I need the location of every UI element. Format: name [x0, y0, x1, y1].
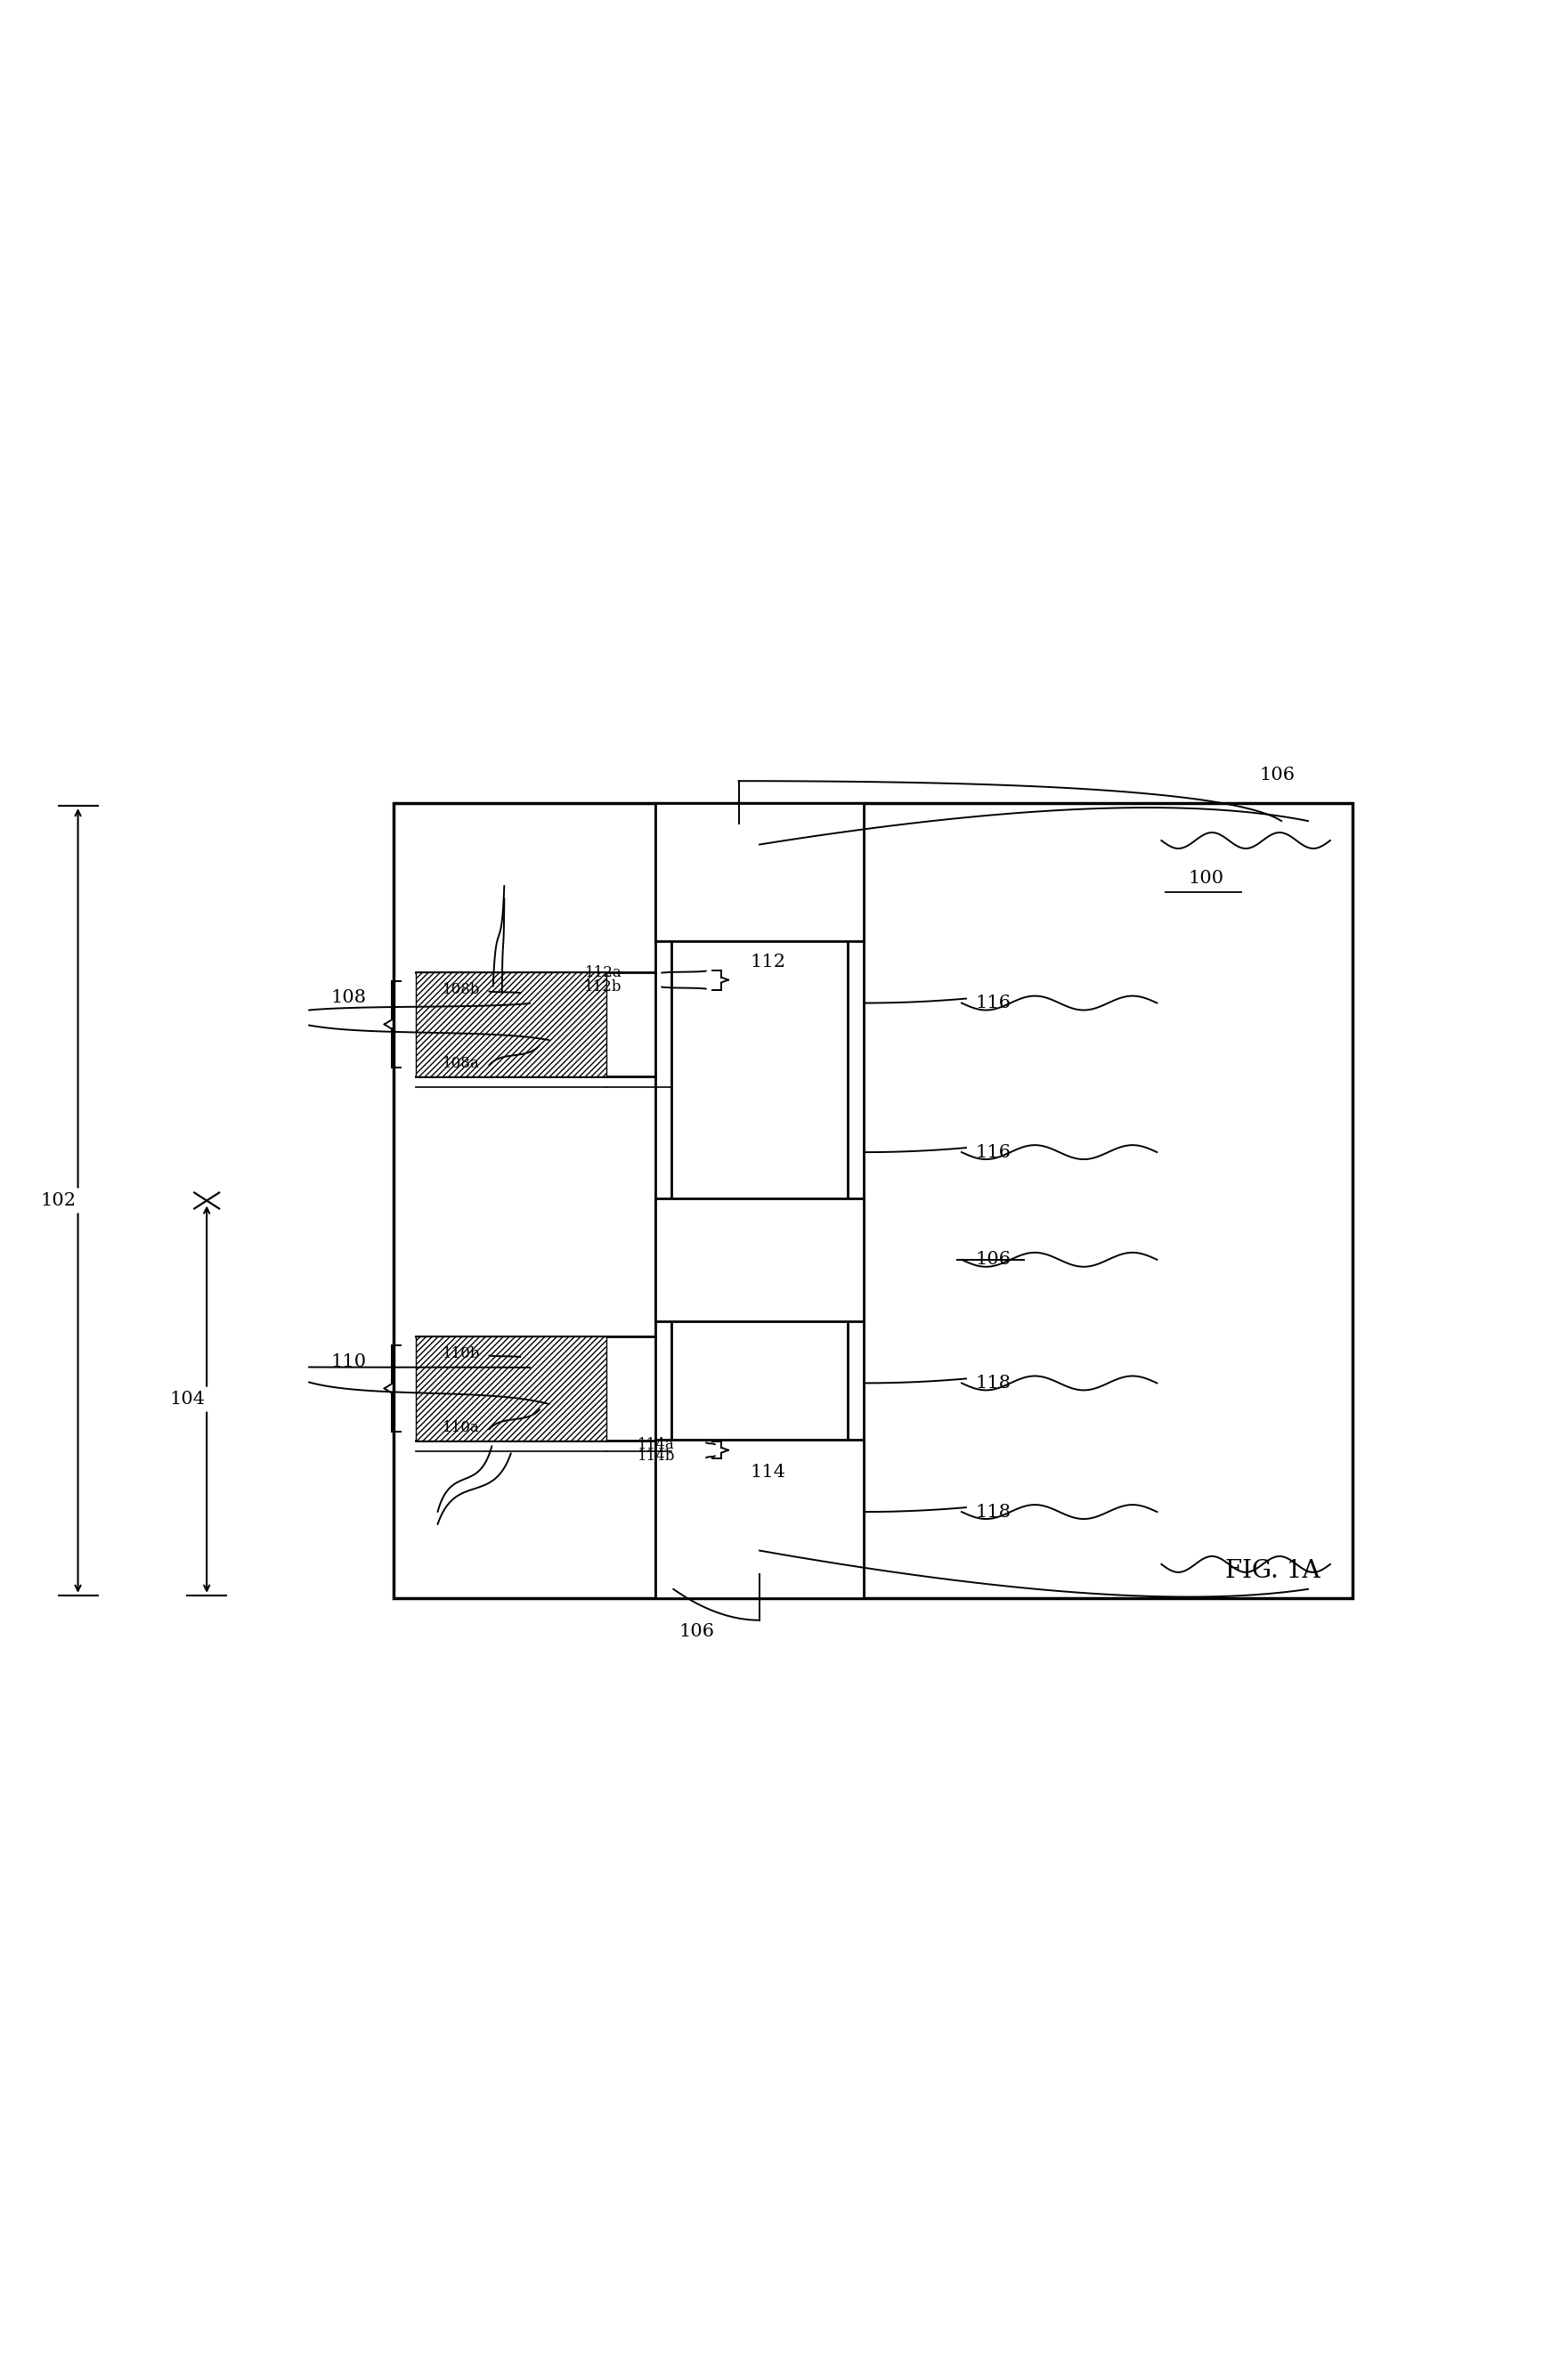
Text: FIG. 1A: FIG. 1A: [1225, 1558, 1320, 1584]
Bar: [416, 1337, 607, 1442]
Text: 100: 100: [1189, 871, 1223, 887]
Text: 102: 102: [41, 1192, 77, 1209]
Text: 118: 118: [975, 1375, 1010, 1392]
Text: 114b: 114b: [637, 1449, 674, 1463]
Text: 110b: 110b: [442, 1347, 480, 1361]
Text: 110: 110: [331, 1354, 367, 1370]
Bar: [655, 804, 864, 940]
Bar: [416, 973, 607, 1078]
Text: 108: 108: [331, 990, 367, 1006]
Bar: [655, 1199, 864, 1320]
Text: 112a: 112a: [585, 966, 621, 980]
Text: 106: 106: [975, 1251, 1010, 1268]
Text: 106: 106: [679, 1622, 715, 1639]
Text: 112: 112: [751, 954, 786, 971]
Text: 104: 104: [169, 1392, 205, 1408]
Bar: [655, 1439, 864, 1599]
Text: 110a: 110a: [442, 1420, 480, 1435]
Text: 116: 116: [975, 1144, 1010, 1161]
Text: 114: 114: [751, 1463, 786, 1480]
Text: 108a: 108a: [442, 1056, 480, 1071]
Text: 118: 118: [975, 1504, 1010, 1520]
Bar: [394, 804, 1352, 1599]
Text: 116: 116: [975, 994, 1010, 1011]
Text: 112b: 112b: [583, 980, 621, 994]
Text: 114a: 114a: [638, 1437, 674, 1451]
Text: 106: 106: [1259, 766, 1295, 783]
Text: 108b: 108b: [442, 983, 480, 997]
